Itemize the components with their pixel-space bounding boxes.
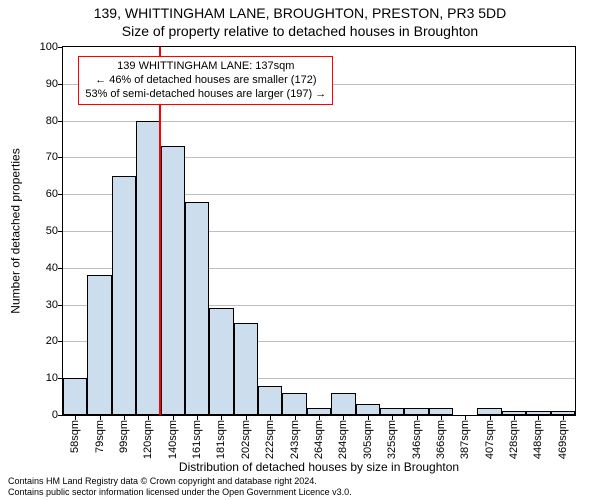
histogram-bar [477,408,501,415]
x-tick-label: 264sqm [313,420,325,459]
x-tick-label: 346sqm [411,420,423,459]
x-tick-label: 79sqm [94,420,106,453]
footer-line-2: Contains public sector information licen… [8,487,352,498]
x-tick-label: 407sqm [484,420,496,459]
histogram-bar [307,408,331,415]
x-tick-label: 140sqm [167,420,179,459]
histogram-bar [209,308,233,415]
annotation-line: 139 WHITTINGHAM LANE: 137sqm [85,60,326,74]
y-tick-label: 40 [18,262,58,274]
y-tick-label: 90 [18,78,58,90]
histogram-bar [331,393,355,415]
chart-area: 139 WHITTINGHAM LANE: 137sqm← 46% of det… [62,46,576,416]
x-tick-label: 120sqm [142,420,154,459]
footer-attribution: Contains HM Land Registry data © Crown c… [8,476,352,498]
x-axis-label: Distribution of detached houses by size … [62,460,576,474]
x-tick-label: 325sqm [386,420,398,459]
histogram-bar [87,275,111,415]
x-tick-label: 58sqm [69,420,81,453]
histogram-bar [258,386,282,415]
annotation-box: 139 WHITTINGHAM LANE: 137sqm← 46% of det… [78,56,333,105]
histogram-bar [63,378,87,415]
x-tick-label: 428sqm [508,420,520,459]
x-tick-label: 448sqm [532,420,544,459]
x-tick-label: 99sqm [118,420,130,453]
x-tick-label: 222sqm [264,420,276,459]
y-tick-label: 80 [18,115,58,127]
x-tick-label: 387sqm [459,420,471,459]
x-tick-label: 284sqm [337,420,349,459]
plot-region: 139 WHITTINGHAM LANE: 137sqm← 46% of det… [62,46,576,416]
histogram-bar [161,146,185,415]
y-tick-label: 20 [18,335,58,347]
histogram-bar [282,393,306,415]
title-line-2: Size of property relative to detached ho… [0,22,600,40]
x-tick-label: 305sqm [362,420,374,459]
x-tick-label: 181sqm [215,420,227,459]
y-tick-label: 50 [18,225,58,237]
histogram-bar [356,404,380,415]
histogram-bar [429,408,453,415]
annotation-line: 53% of semi-detached houses are larger (… [85,88,326,102]
chart-title: 139, WHITTINGHAM LANE, BROUGHTON, PRESTO… [0,4,600,40]
histogram-bar [551,411,575,415]
histogram-bar [502,411,526,415]
y-tick-label: 10 [18,372,58,384]
histogram-bar [112,176,136,415]
title-line-1: 139, WHITTINGHAM LANE, BROUGHTON, PRESTO… [0,4,600,22]
histogram-bar [404,408,428,415]
y-axis-ticks: 0102030405060708090100 [0,46,58,416]
y-tick-label: 30 [18,299,58,311]
footer-line-1: Contains HM Land Registry data © Crown c… [8,476,352,487]
histogram-bar [526,411,550,415]
histogram-bar [380,408,404,415]
y-tick-label: 0 [18,409,58,421]
x-tick-label: 366sqm [435,420,447,459]
x-tick-label: 469sqm [557,420,569,459]
histogram-bar [185,202,209,415]
x-tick-label: 243sqm [289,420,301,459]
page-root: 139, WHITTINGHAM LANE, BROUGHTON, PRESTO… [0,0,600,500]
x-tick-label: 202sqm [240,420,252,459]
histogram-bar [136,121,160,415]
x-tick-label: 161sqm [191,420,203,459]
histogram-bar [234,323,258,415]
y-tick-label: 70 [18,151,58,163]
y-tick-label: 60 [18,188,58,200]
annotation-line: ← 46% of detached houses are smaller (17… [85,74,326,88]
y-tick-label: 100 [18,41,58,53]
